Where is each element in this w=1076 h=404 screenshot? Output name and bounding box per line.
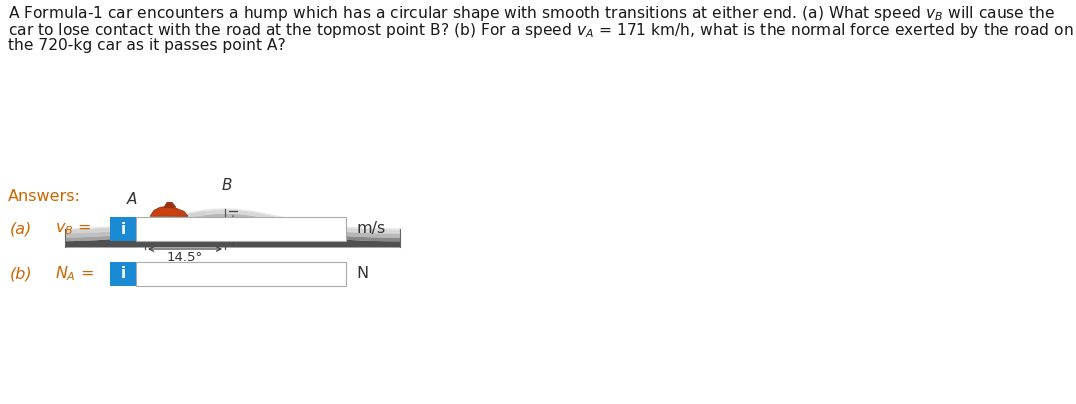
Text: car to lose contact with the road at the topmost point B? (b) For a speed $v_A$ : car to lose contact with the road at the… bbox=[8, 21, 1074, 40]
Text: i: i bbox=[121, 267, 126, 282]
Polygon shape bbox=[164, 202, 176, 207]
Text: $N_A$ =: $N_A$ = bbox=[55, 265, 94, 283]
Text: N: N bbox=[356, 267, 368, 282]
Text: (b): (b) bbox=[10, 267, 32, 282]
Polygon shape bbox=[150, 206, 188, 216]
Text: $v_B$ =: $v_B$ = bbox=[55, 221, 91, 237]
Bar bbox=[110, 217, 136, 241]
Text: (a): (a) bbox=[10, 221, 32, 236]
Bar bbox=[110, 262, 136, 286]
Text: m/s: m/s bbox=[356, 221, 385, 236]
Bar bbox=[136, 262, 346, 286]
Text: B: B bbox=[222, 178, 232, 193]
Text: the 720-kg car as it passes point A?: the 720-kg car as it passes point A? bbox=[8, 38, 286, 53]
Text: i: i bbox=[121, 221, 126, 236]
Text: A Formula-1 car encounters a hump which has a circular shape with smooth transit: A Formula-1 car encounters a hump which … bbox=[8, 4, 1056, 23]
Text: ρ= 266 m: ρ= 266 m bbox=[241, 219, 310, 233]
Text: A: A bbox=[127, 192, 137, 207]
Bar bbox=[136, 217, 346, 241]
Text: Answers:: Answers: bbox=[8, 189, 81, 204]
Text: 14.5°: 14.5° bbox=[167, 251, 203, 264]
